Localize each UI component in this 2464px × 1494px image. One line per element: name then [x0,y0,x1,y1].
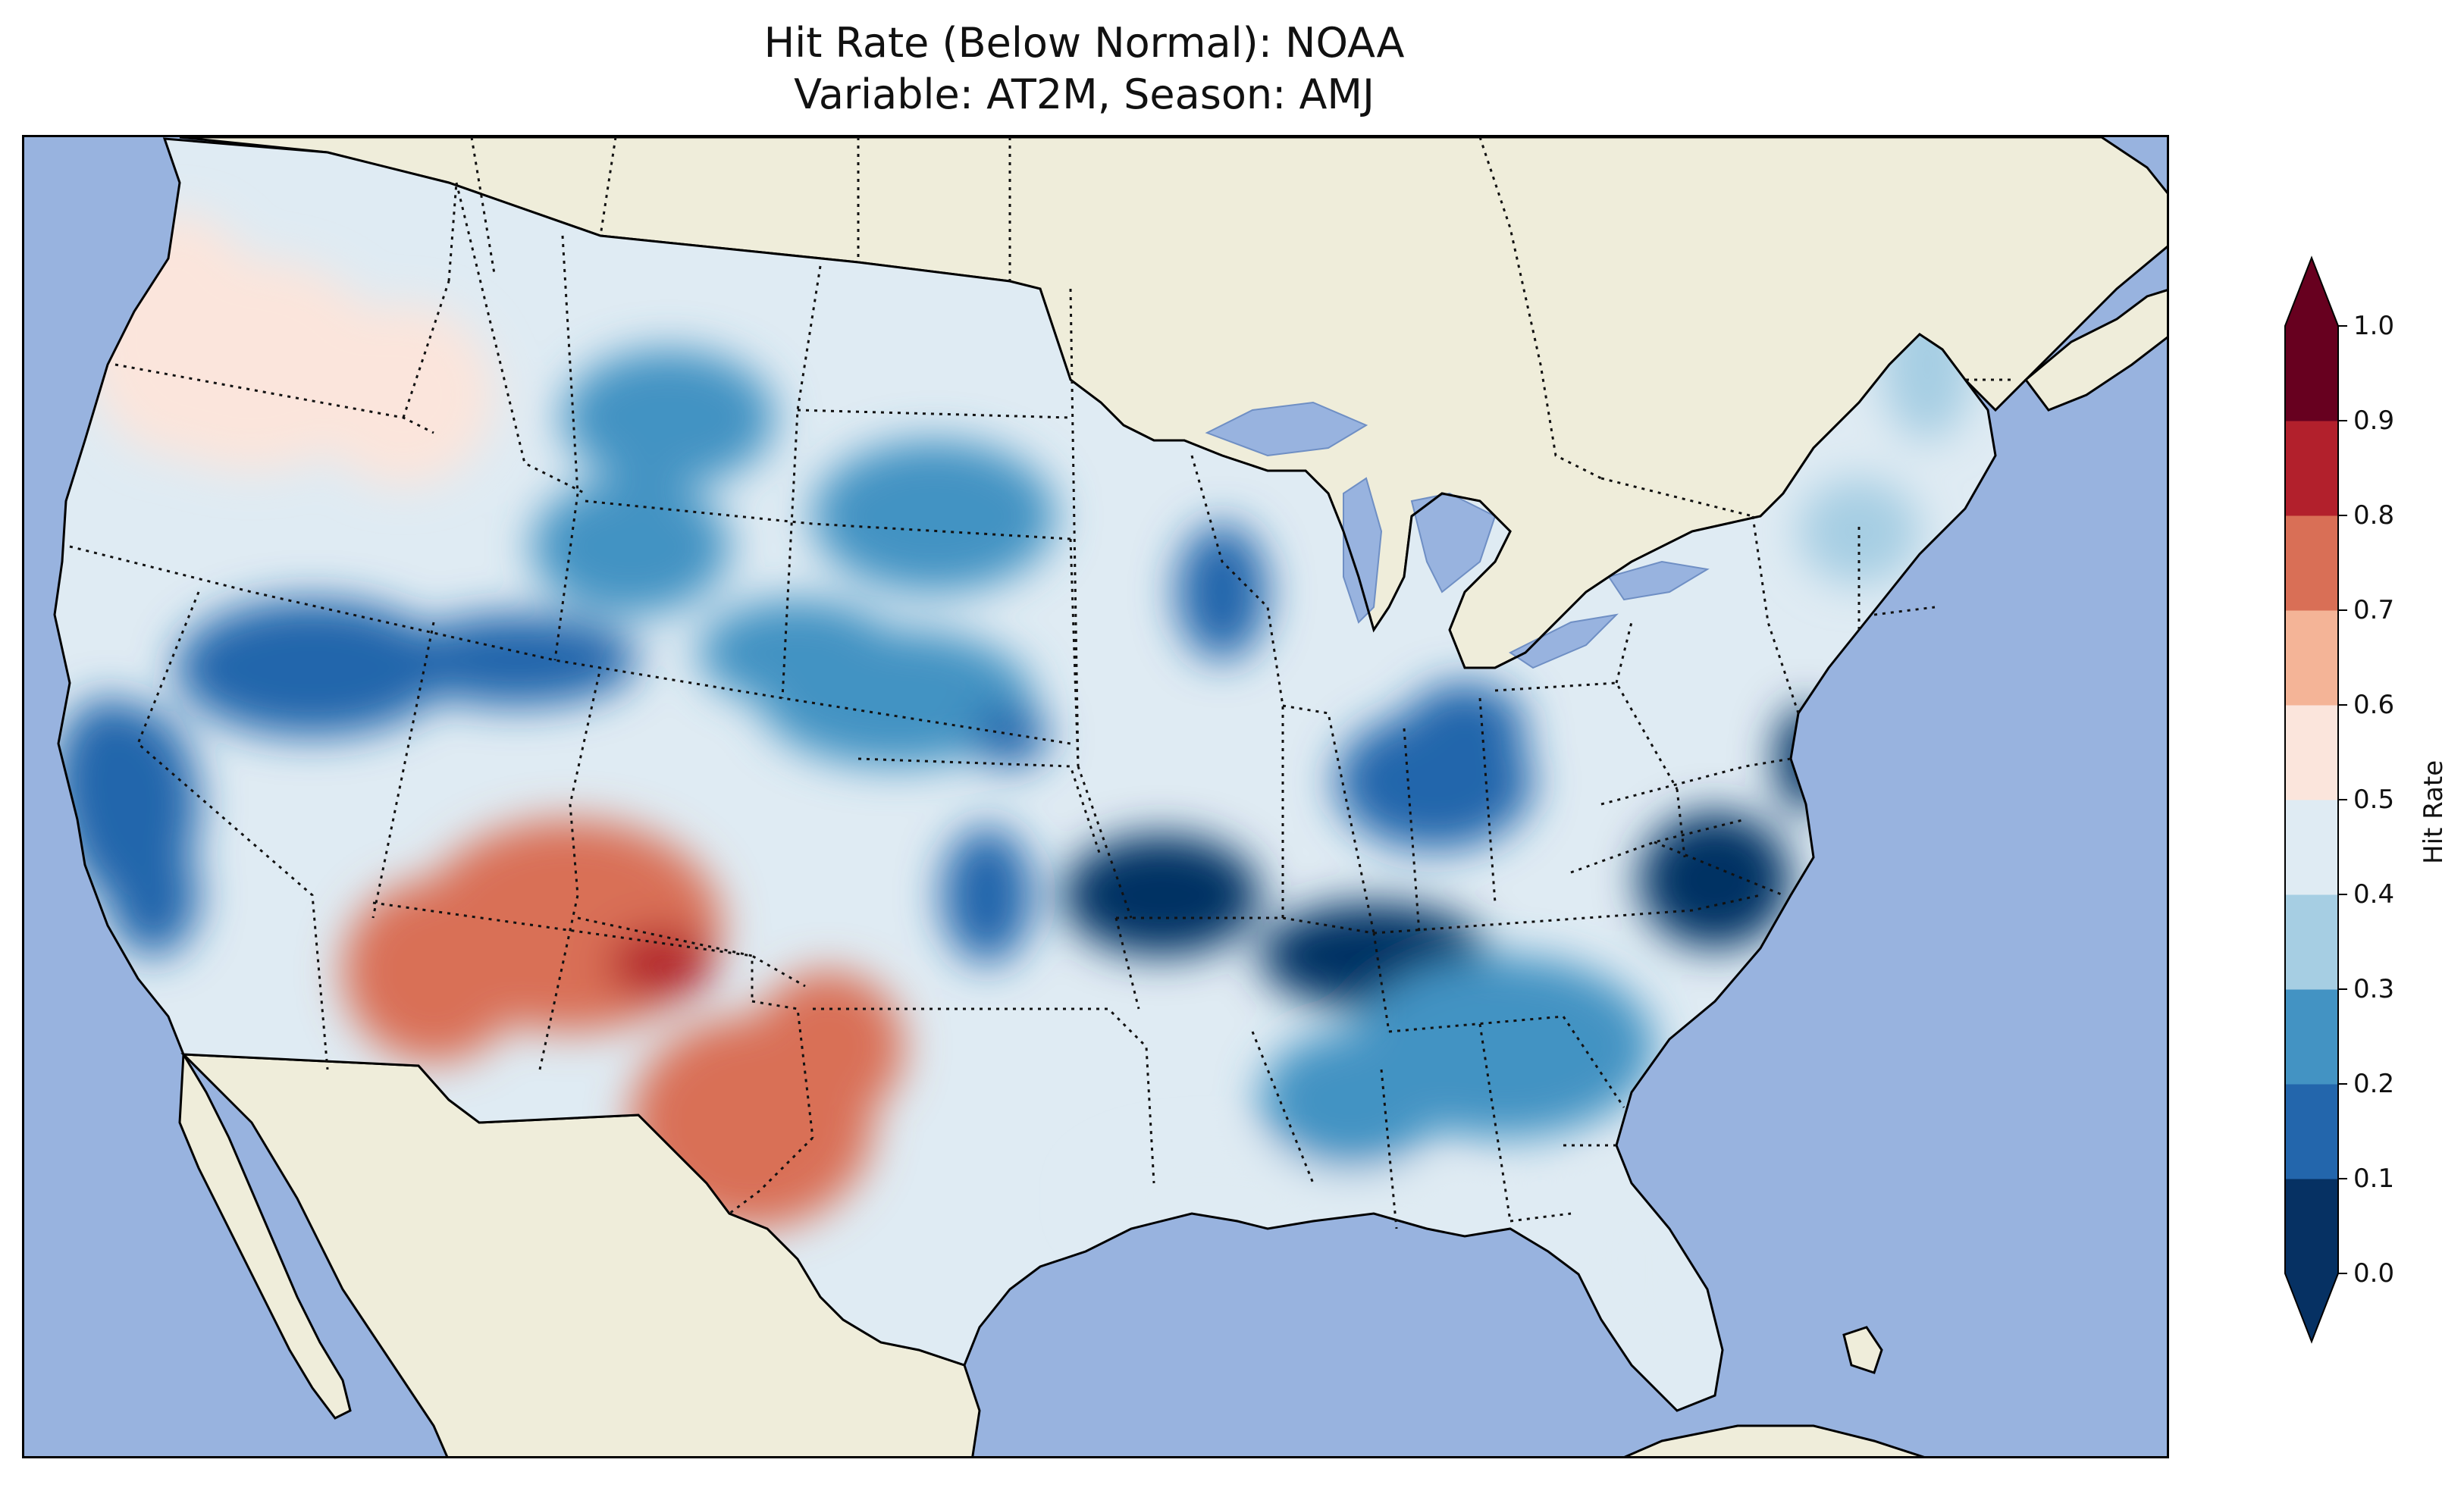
hit-rate-blob [55,698,161,865]
hit-rate-blob [1063,835,1260,956]
colorbar-extend-max [2285,258,2338,326]
hit-rate-blob [1177,524,1268,660]
hit-rate-blob [1404,683,1525,774]
colorbar-bin [2285,989,2338,1085]
map-panel [22,135,2169,1458]
colorbar-tick-label: 0.5 [2353,785,2395,815]
hit-rate-blob [532,478,729,615]
colorbar-bin [2285,326,2338,421]
hit-rate-blob [608,929,714,998]
colorbar-bin [2285,1179,2338,1274]
colorbar-label: Hit Rate [2419,760,2449,864]
hit-rate-blob [1639,812,1791,948]
hit-rate-blob [343,880,525,1062]
land-baja [178,1051,352,1420]
colorbar-tick-label: 0.6 [2353,690,2395,720]
hit-rate-blob [563,349,775,486]
colorbar-bin [2285,610,2338,706]
land-island [1842,1326,1883,1374]
colorbar-tick-label: 0.9 [2353,406,2395,436]
colorbar-tick-label: 0.7 [2353,595,2395,625]
colorbar-tick-label: 0.8 [2353,500,2395,531]
colorbar-tick-label: 1.0 [2353,311,2395,341]
hit-rate-blob [699,600,896,706]
land-maritimes [2024,289,2167,412]
colorbar-bin [2285,1084,2338,1179]
colorbar-tick-label: 0.2 [2353,1069,2395,1099]
hit-rate-blob [108,835,199,956]
colorbar-tick-label: 0.3 [2353,974,2395,1004]
hit-rate-blob [1260,1032,1442,1168]
hit-rate-blob [396,615,638,706]
colorbar-bin [2285,894,2338,990]
colorbar-tick-label: 0.1 [2353,1164,2395,1194]
hit-rate-blob [942,827,1033,963]
hit-rate-blob [813,440,1055,592]
colorbar-bin [2285,421,2338,516]
hit-rate-blob [176,600,449,736]
map-canvas [24,137,2167,1456]
hit-rate-blob [972,706,1048,766]
hit-rate-blob [312,304,494,486]
colorbar-tick-label: 0.0 [2353,1258,2395,1289]
state-borders [69,182,1936,1229]
colorbar-bin [2285,515,2338,611]
colorbar-bin [2285,705,2338,800]
chart-title: Hit Rate (Below Normal): NOAA [763,19,1405,67]
colorbar-extend-min [2285,1273,2338,1342]
chart-subtitle: Variable: AT2M, Season: AMJ [794,70,1375,118]
province-borders [470,137,2011,518]
colorbar-scale [2284,255,2347,1344]
colorbar: 0.0 0.1 0.2 0.3 0.4 0.5 0.6 0.7 0.8 0.9 1.0 Hit Ra… [2267,235,2464,1387]
great-lakes [1205,401,1710,669]
colorbar-bin [2285,800,2338,895]
hit-rate-blob [1798,478,1920,584]
hit-rate-blob [752,971,904,1123]
hit-rate-blob [1639,1305,1715,1395]
colorbar-tick-label: 0.4 [2353,879,2395,910]
land-cuba [1624,1424,1925,1456]
